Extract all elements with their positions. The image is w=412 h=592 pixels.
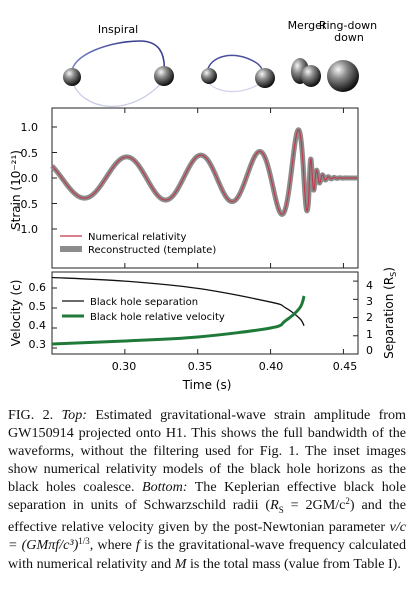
xtick-4: 0.45 bbox=[333, 360, 358, 373]
nr-series-line bbox=[51, 129, 358, 215]
figure-caption: FIG. 2. Top: Estimated gravitational-wav… bbox=[8, 407, 406, 574]
top-panel-frame bbox=[51, 107, 359, 269]
top-panel-ticks bbox=[52, 108, 344, 268]
merger-lobe-2 bbox=[301, 65, 321, 87]
caption-f: f bbox=[135, 537, 140, 554]
caption-rs-sub: S bbox=[278, 504, 284, 515]
bot-ytick-right-2: 3 bbox=[366, 295, 373, 308]
caption-top-word: Top: bbox=[61, 407, 87, 423]
caption-rs: R bbox=[270, 496, 279, 513]
black-hole-1 bbox=[63, 68, 81, 86]
top-ytick-5: -1.0 bbox=[17, 223, 38, 236]
inset-label-ringdown: Ring-down bbox=[319, 19, 377, 32]
black-hole-2 bbox=[154, 66, 174, 86]
caption-part3: ) and the effective relative velocity gi… bbox=[8, 496, 406, 536]
inset-label-ringdown-line2: down bbox=[334, 31, 364, 44]
legend-label-template: Reconstructed (template) bbox=[88, 245, 216, 256]
inset-label-merger: Merger bbox=[288, 19, 327, 32]
xtick-3: 0.40 bbox=[259, 360, 284, 373]
bottom-ylabel-right: Separation (RS) bbox=[382, 267, 398, 359]
separation-series-line bbox=[51, 276, 305, 327]
velocity-separation-plot bbox=[51, 276, 306, 346]
black-hole-close-2 bbox=[255, 68, 275, 88]
caption-M: M bbox=[174, 556, 187, 573]
inset-label-inspiral: Inspiral bbox=[98, 23, 138, 36]
bottom-panel-frame bbox=[51, 271, 359, 355]
caption-part1: Estimated gravitational-wave strain ampl… bbox=[8, 407, 407, 495]
orbit-arc-lower bbox=[71, 79, 165, 107]
top-ytick-3: 0.0 bbox=[21, 172, 39, 185]
caption-part4: , where bbox=[89, 537, 136, 554]
orbit-arc-upper bbox=[71, 40, 166, 75]
bot-ytick-right-3: 2 bbox=[366, 311, 373, 324]
bot-ytick-left-1: 0.6 bbox=[29, 281, 47, 294]
inset-illustration: Inspiral Merger Ring-down down bbox=[63, 19, 377, 107]
legend-label-velocity: Black hole relative velocity bbox=[90, 312, 225, 323]
bot-ytick-left-2: 0.5 bbox=[29, 300, 47, 313]
legend-label-nr: Numerical relativity bbox=[88, 232, 186, 243]
top-ytick-1: 1.0 bbox=[21, 121, 39, 134]
caption-bottom-word: Bottom: bbox=[142, 478, 188, 495]
top-ytick-2: 0.5 bbox=[21, 147, 39, 160]
top-ytick-4: -0.5 bbox=[17, 198, 38, 211]
caption-part6: is the total mass (value from Table I). bbox=[186, 556, 401, 573]
caption-label: FIG. 2. bbox=[8, 407, 54, 423]
velocity-series-line bbox=[51, 295, 306, 346]
ringdown-remnant bbox=[327, 60, 359, 92]
caption-part5: is the gravitational-wave frequency calc… bbox=[8, 537, 406, 573]
caption-vc: v/c = (GMπf/c³) bbox=[8, 519, 406, 554]
orbit-arc-close-lower bbox=[206, 79, 263, 93]
xtick-1: 0.30 bbox=[112, 360, 137, 373]
bottom-ylabel-left: Velocity (c) bbox=[9, 280, 23, 347]
black-hole-close-1 bbox=[201, 68, 217, 84]
xtick-2: 0.35 bbox=[188, 360, 213, 373]
bot-ytick-right-5: 0 bbox=[366, 344, 373, 357]
bottom-legend: Black hole separation Black hole relativ… bbox=[62, 297, 225, 323]
caption-part2: The Keplerian effective black hole separ… bbox=[8, 478, 406, 513]
caption-sup-2: 2 bbox=[345, 495, 350, 506]
legend-label-separation: Black hole separation bbox=[90, 297, 198, 308]
xlabel: Time (s) bbox=[182, 378, 232, 392]
figure: Inspiral Merger Ring-down down Strain (1… bbox=[9, 19, 398, 392]
bot-ytick-right-4: 1 bbox=[366, 328, 373, 341]
caption-exp: 1/3 bbox=[78, 536, 90, 547]
caption-rs-eq: = 2GM/c bbox=[283, 496, 346, 513]
bot-ytick-right-1: 4 bbox=[366, 279, 373, 292]
top-legend: Numerical relativity Reconstructed (temp… bbox=[60, 232, 216, 256]
bot-ytick-left-3: 0.4 bbox=[29, 319, 47, 332]
bot-ytick-left-4: 0.3 bbox=[29, 338, 47, 351]
strain-plot bbox=[49, 127, 361, 217]
bottom-panel-ticks bbox=[52, 280, 358, 355]
top-ylabel: Strain (10⁻²¹) bbox=[9, 150, 23, 230]
